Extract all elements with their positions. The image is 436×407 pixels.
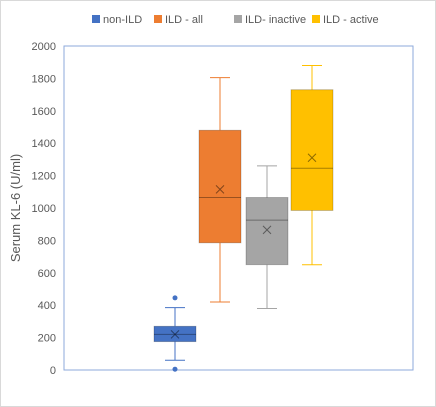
y-axis-ticks: 0 200 400 600 800 1000 1200 1400 1600 1800 2000 xyxy=(32,41,56,377)
y-tick-label: 1200 xyxy=(32,171,56,183)
outlier-point xyxy=(172,366,178,372)
mean-marker xyxy=(170,330,180,339)
y-tick-label: 400 xyxy=(38,300,56,312)
y-tick-label: 1000 xyxy=(32,203,56,215)
legend-swatch-ild-all xyxy=(154,15,162,23)
legend-label-non-ild: non-ILD xyxy=(103,14,142,26)
y-tick-label: 200 xyxy=(38,333,56,345)
box-ild-inactive xyxy=(245,165,289,309)
legend-label-ild-active: ILD - active xyxy=(323,14,379,26)
box-non-ild xyxy=(153,295,197,372)
legend-label-ild-inactive: ILD- inactive xyxy=(245,14,306,26)
outlier-point xyxy=(172,295,178,301)
legend-label-ild-all: ILD - all xyxy=(165,14,203,26)
box-ild-active xyxy=(290,64,334,266)
iqr-box xyxy=(290,89,334,211)
mean-marker xyxy=(262,225,272,235)
iqr-box xyxy=(245,197,289,266)
iqr-box xyxy=(198,129,242,244)
legend-swatch-ild-active xyxy=(312,15,320,23)
y-tick-label: 1800 xyxy=(32,73,56,85)
y-tick-label: 600 xyxy=(38,268,56,280)
mean-marker xyxy=(215,185,225,194)
legend-swatch-ild-inactive xyxy=(234,15,242,23)
y-tick-label: 0 xyxy=(50,365,56,377)
plot-area xyxy=(63,45,414,371)
legend-swatch-non-ild xyxy=(92,15,100,23)
legend: non-ILD ILD - all ILD- inactive ILD - activ… xyxy=(92,14,379,26)
y-tick-label: 2000 xyxy=(32,41,56,53)
y-tick-label: 1400 xyxy=(32,138,56,150)
boxes xyxy=(153,64,334,372)
y-axis-label: Serum KL-6 (U/ml) xyxy=(8,154,23,262)
mean-marker xyxy=(307,153,317,163)
y-tick-label: 800 xyxy=(38,235,56,247)
box-ild-all xyxy=(198,77,242,303)
iqr-box xyxy=(153,325,197,343)
y-tick-label: 1600 xyxy=(32,106,56,118)
